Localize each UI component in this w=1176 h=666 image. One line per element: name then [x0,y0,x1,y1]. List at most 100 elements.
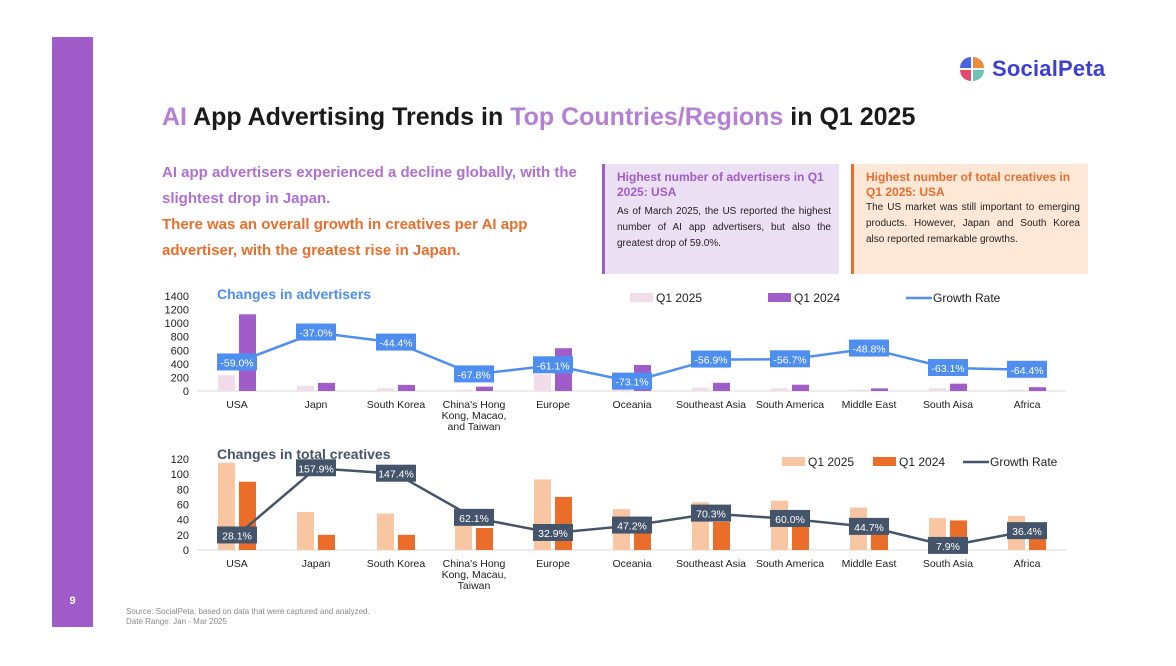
growth-label-box [217,353,257,371]
category-label: USA [226,558,248,570]
legend-label-q1-2024: Q1 2024 [794,291,840,305]
legend-label-q1-2025: Q1 2025 [656,291,702,305]
growth-data-label: 44.7% [854,522,884,534]
y-tick-label: 1200 [165,305,189,317]
bar-q1-2025 [218,375,235,391]
growth-label-box [928,536,968,554]
growth-data-label: 36.4% [1012,526,1042,538]
category-label: Taiwan [458,580,491,592]
growth-label-box [849,339,889,357]
growth-rate-line [236,466,1028,548]
legend-label-q1-2024: Q1 2024 [899,455,945,469]
bar-q1-2024 [398,534,415,550]
bar-q1-2024 [239,314,256,391]
growth-data-label: -73.1% [615,377,648,389]
title-mid: App Advertising Trends in [187,103,511,131]
y-tick-label: 400 [171,359,189,371]
growth-label-box [849,517,889,535]
bar-q1-2025 [297,512,314,550]
growth-label-box [1007,360,1047,378]
bar-q1-2025 [613,388,630,391]
source-text: Source: SocialPeta, based on data that w… [126,607,370,616]
growth-label-box [1007,522,1047,540]
date-range: Date Range: Jan - Mar 2025 [126,617,227,626]
legend-swatch-q1-2025 [630,293,653,302]
title-highlight: Top Countries/Regions [510,103,784,131]
growth-data-label: -59.0% [220,357,253,369]
growth-label-box [770,509,810,527]
category-label: China's Hong [443,399,506,411]
growth-data-label: -64.4% [1010,365,1043,377]
growth-label-box [691,350,731,368]
growth-data-label: 62.1% [459,513,489,525]
growth-data-label: 60.0% [775,514,805,526]
y-tick-label: 1000 [165,318,189,330]
growth-label-box [691,504,731,522]
category-label: South Korea [367,399,426,411]
category-label: USA [226,399,248,411]
bar-q1-2024 [792,519,809,550]
chart-title: Changes in advertisers [217,286,371,302]
callout-advertisers: Highest number of advertisers in Q1 2025… [602,164,839,274]
legend-swatch-q1-2024 [873,457,896,466]
category-label: Kong, Macau, [442,569,507,581]
bar-q1-2024 [476,528,493,550]
category-label: Southeast Asia [676,558,746,570]
chart-title: Changes in total creatives [217,446,391,462]
callout-advertisers-heading: Highest number of advertisers in Q1 2025… [617,170,824,199]
category-label: Japn [305,399,328,411]
bar-q1-2024 [398,384,415,391]
y-tick-label: 80 [177,484,189,496]
y-tick-label: 0 [183,545,189,557]
category-label: Kong, Macao, [442,410,507,422]
growth-data-label: 28.1% [222,530,252,542]
bar-q1-2024 [555,496,572,550]
summary: AI app advertisers experienced a decline… [162,160,592,264]
logo-text: SocialPeta [992,56,1106,81]
category-label: Europe [536,558,570,570]
bar-q1-2024 [871,388,888,391]
category-label: Southeast Asia [676,399,746,411]
growth-label-box [376,333,416,351]
category-label: Middle East [842,399,897,411]
growth-data-label: 70.3% [696,509,726,521]
y-tick-label: 120 [171,454,189,466]
growth-label-box [296,323,336,341]
growth-data-label: 47.2% [617,521,647,533]
category-label: South Asia [923,558,973,570]
growth-label-box [454,508,494,526]
growth-label-box [928,359,968,377]
bar-q1-2024 [476,386,493,391]
category-label: Africa [1014,399,1041,411]
category-label: and Taiwan [448,421,501,433]
growth-data-label: 32.9% [538,528,568,540]
y-tick-label: 100 [171,469,189,481]
callout-advertisers-body: As of March 2025, the US reported the hi… [617,206,831,249]
growth-data-label: -61.1% [536,360,569,372]
growth-data-label: -56.9% [694,355,727,367]
growth-label-box [612,516,652,534]
category-label: Europe [536,399,570,411]
title-ai: AI [162,103,187,131]
growth-data-label: -37.0% [299,328,332,340]
growth-label-box [533,356,573,374]
y-tick-label: 20 [177,530,189,542]
callout-creatives: Highest number of total creatives in Q1 … [851,164,1088,274]
bar-q1-2024 [318,382,335,391]
category-label: South America [756,399,824,411]
bar-q1-2025 [455,525,472,550]
callout-creatives-heading: Highest number of total creatives in Q1 … [866,170,1071,199]
category-label: Oceania [612,399,651,411]
y-tick-label: 800 [171,332,189,344]
growth-data-label: -48.8% [852,344,885,356]
y-tick-label: 40 [177,515,189,527]
bar-q1-2025 [377,388,394,391]
category-label: Middle East [842,558,897,570]
socialpeta-logo: SocialPeta [958,55,1105,83]
bar-q1-2024 [950,383,967,391]
growth-label-box [533,523,573,541]
bar-q1-2024 [1029,387,1046,391]
legend-label-growth-rate: Growth Rate [990,455,1058,469]
category-label: South Aisa [923,399,973,411]
